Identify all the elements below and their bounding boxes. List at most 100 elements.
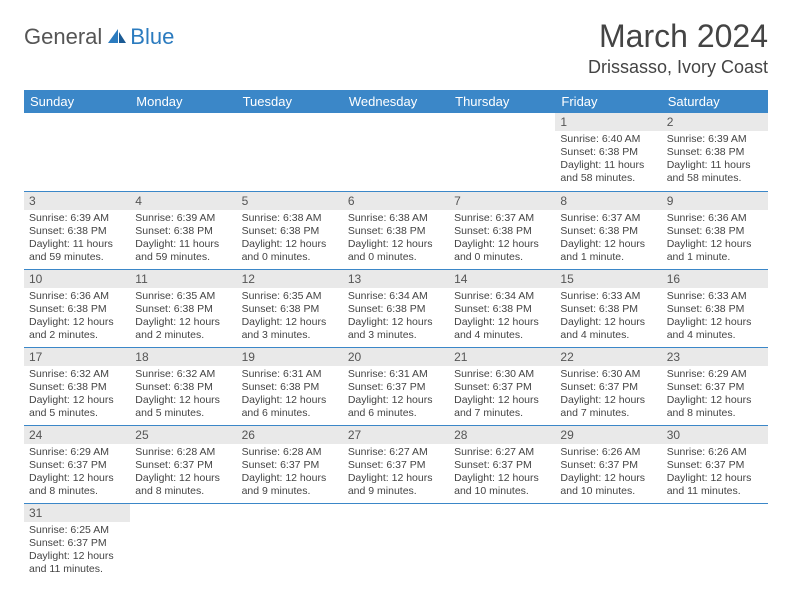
day-number: 2 bbox=[662, 113, 768, 131]
day-details: Sunrise: 6:25 AMSunset: 6:37 PMDaylight:… bbox=[24, 522, 130, 580]
sunset-line: Sunset: 6:38 PM bbox=[348, 225, 444, 238]
calendar-cell bbox=[343, 113, 449, 191]
day-details: Sunrise: 6:32 AMSunset: 6:38 PMDaylight:… bbox=[130, 366, 236, 424]
day-details: Sunrise: 6:30 AMSunset: 6:37 PMDaylight:… bbox=[555, 366, 661, 424]
sunset-line: Sunset: 6:38 PM bbox=[29, 381, 125, 394]
calendar-cell: 13Sunrise: 6:34 AMSunset: 6:38 PMDayligh… bbox=[343, 269, 449, 347]
calendar-cell bbox=[343, 503, 449, 581]
calendar-row: 1Sunrise: 6:40 AMSunset: 6:38 PMDaylight… bbox=[24, 113, 768, 191]
day-details: Sunrise: 6:39 AMSunset: 6:38 PMDaylight:… bbox=[662, 131, 768, 189]
header: General Blue March 2024 Drissasso, Ivory… bbox=[24, 18, 768, 78]
sunset-line: Sunset: 6:38 PM bbox=[135, 381, 231, 394]
calendar-row: 31Sunrise: 6:25 AMSunset: 6:37 PMDayligh… bbox=[24, 503, 768, 581]
calendar-cell: 14Sunrise: 6:34 AMSunset: 6:38 PMDayligh… bbox=[449, 269, 555, 347]
day-details: Sunrise: 6:39 AMSunset: 6:38 PMDaylight:… bbox=[130, 210, 236, 268]
calendar-cell: 2Sunrise: 6:39 AMSunset: 6:38 PMDaylight… bbox=[662, 113, 768, 191]
daylight-line: Daylight: 12 hours and 1 minute. bbox=[560, 238, 656, 264]
sunset-line: Sunset: 6:38 PM bbox=[667, 303, 763, 316]
day-details: Sunrise: 6:35 AMSunset: 6:38 PMDaylight:… bbox=[130, 288, 236, 346]
day-details: Sunrise: 6:27 AMSunset: 6:37 PMDaylight:… bbox=[343, 444, 449, 502]
sunset-line: Sunset: 6:38 PM bbox=[667, 225, 763, 238]
calendar-cell: 7 Sunrise: 6:37 AMSunset: 6:38 PMDaylight… bbox=[449, 191, 555, 269]
sunrise-line: Sunrise: 6:30 AM bbox=[454, 368, 550, 381]
day-number: 1 bbox=[555, 113, 661, 131]
day-number: 24 bbox=[24, 426, 130, 444]
sunset-line: Sunset: 6:38 PM bbox=[560, 225, 656, 238]
sunrise-line: Sunrise: 6:27 AM bbox=[454, 446, 550, 459]
calendar-cell bbox=[130, 113, 236, 191]
day-number: 8 bbox=[555, 192, 661, 210]
daylight-line: Daylight: 12 hours and 0 minutes. bbox=[454, 238, 550, 264]
calendar-table: Sunday Monday Tuesday Wednesday Thursday… bbox=[24, 90, 768, 581]
sunset-line: Sunset: 6:37 PM bbox=[29, 459, 125, 472]
weekday-header: Wednesday bbox=[343, 90, 449, 113]
day-number: 14 bbox=[449, 270, 555, 288]
sunrise-line: Sunrise: 6:39 AM bbox=[135, 212, 231, 225]
daylight-line: Daylight: 12 hours and 2 minutes. bbox=[135, 316, 231, 342]
weekday-header: Saturday bbox=[662, 90, 768, 113]
calendar-row: 24Sunrise: 6:29 AMSunset: 6:37 PMDayligh… bbox=[24, 425, 768, 503]
day-details: Sunrise: 6:31 AMSunset: 6:37 PMDaylight:… bbox=[343, 366, 449, 424]
calendar-cell: 26Sunrise: 6:28 AMSunset: 6:37 PMDayligh… bbox=[237, 425, 343, 503]
sunrise-line: Sunrise: 6:32 AM bbox=[135, 368, 231, 381]
calendar-row: 10Sunrise: 6:36 AMSunset: 6:38 PMDayligh… bbox=[24, 269, 768, 347]
calendar-cell: 5Sunrise: 6:38 AMSunset: 6:38 PMDaylight… bbox=[237, 191, 343, 269]
calendar-row: 17Sunrise: 6:32 AMSunset: 6:38 PMDayligh… bbox=[24, 347, 768, 425]
sunset-line: Sunset: 6:37 PM bbox=[667, 381, 763, 394]
sunset-line: Sunset: 6:38 PM bbox=[135, 303, 231, 316]
daylight-line: Daylight: 12 hours and 10 minutes. bbox=[560, 472, 656, 498]
day-number: 12 bbox=[237, 270, 343, 288]
day-number: 6 bbox=[343, 192, 449, 210]
month-title: March 2024 bbox=[588, 18, 768, 55]
sunrise-line: Sunrise: 6:26 AM bbox=[560, 446, 656, 459]
day-number: 19 bbox=[237, 348, 343, 366]
daylight-line: Daylight: 12 hours and 8 minutes. bbox=[667, 394, 763, 420]
day-number: 31 bbox=[24, 504, 130, 522]
sunset-line: Sunset: 6:38 PM bbox=[348, 303, 444, 316]
daylight-line: Daylight: 11 hours and 59 minutes. bbox=[135, 238, 231, 264]
day-details: Sunrise: 6:32 AMSunset: 6:38 PMDaylight:… bbox=[24, 366, 130, 424]
sunset-line: Sunset: 6:38 PM bbox=[242, 381, 338, 394]
sunrise-line: Sunrise: 6:33 AM bbox=[667, 290, 763, 303]
sunrise-line: Sunrise: 6:37 AM bbox=[454, 212, 550, 225]
calendar-cell: 15Sunrise: 6:33 AMSunset: 6:38 PMDayligh… bbox=[555, 269, 661, 347]
daylight-line: Daylight: 12 hours and 2 minutes. bbox=[29, 316, 125, 342]
day-details: Sunrise: 6:26 AMSunset: 6:37 PMDaylight:… bbox=[662, 444, 768, 502]
day-number: 15 bbox=[555, 270, 661, 288]
day-number: 9 bbox=[662, 192, 768, 210]
day-details: Sunrise: 6:39 AMSunset: 6:38 PMDaylight:… bbox=[24, 210, 130, 268]
weekday-header: Monday bbox=[130, 90, 236, 113]
weekday-header: Tuesday bbox=[237, 90, 343, 113]
sunset-line: Sunset: 6:37 PM bbox=[454, 459, 550, 472]
daylight-line: Daylight: 11 hours and 58 minutes. bbox=[667, 159, 763, 185]
day-details: Sunrise: 6:31 AMSunset: 6:38 PMDaylight:… bbox=[237, 366, 343, 424]
calendar-cell: 25Sunrise: 6:28 AMSunset: 6:37 PMDayligh… bbox=[130, 425, 236, 503]
sunrise-line: Sunrise: 6:31 AM bbox=[242, 368, 338, 381]
calendar-row: 3Sunrise: 6:39 AMSunset: 6:38 PMDaylight… bbox=[24, 191, 768, 269]
day-details: Sunrise: 6:30 AMSunset: 6:37 PMDaylight:… bbox=[449, 366, 555, 424]
sunset-line: Sunset: 6:38 PM bbox=[454, 225, 550, 238]
day-number: 27 bbox=[343, 426, 449, 444]
day-number: 7 bbox=[449, 192, 555, 210]
logo-blue-text: Blue bbox=[130, 24, 174, 50]
calendar-cell: 24Sunrise: 6:29 AMSunset: 6:37 PMDayligh… bbox=[24, 425, 130, 503]
sunrise-line: Sunrise: 6:34 AM bbox=[348, 290, 444, 303]
title-block: March 2024 Drissasso, Ivory Coast bbox=[588, 18, 768, 78]
sunset-line: Sunset: 6:37 PM bbox=[667, 459, 763, 472]
daylight-line: Daylight: 12 hours and 0 minutes. bbox=[348, 238, 444, 264]
daylight-line: Daylight: 12 hours and 11 minutes. bbox=[29, 550, 125, 576]
day-details: Sunrise: 6:34 AMSunset: 6:38 PMDaylight:… bbox=[449, 288, 555, 346]
calendar-cell: 3Sunrise: 6:39 AMSunset: 6:38 PMDaylight… bbox=[24, 191, 130, 269]
day-number: 18 bbox=[130, 348, 236, 366]
day-details: Sunrise: 6:29 AMSunset: 6:37 PMDaylight:… bbox=[24, 444, 130, 502]
day-number: 11 bbox=[130, 270, 236, 288]
weekday-header: Sunday bbox=[24, 90, 130, 113]
sunrise-line: Sunrise: 6:29 AM bbox=[29, 446, 125, 459]
daylight-line: Daylight: 12 hours and 4 minutes. bbox=[560, 316, 656, 342]
day-number: 23 bbox=[662, 348, 768, 366]
calendar-cell bbox=[449, 503, 555, 581]
sunrise-line: Sunrise: 6:31 AM bbox=[348, 368, 444, 381]
sunrise-line: Sunrise: 6:28 AM bbox=[242, 446, 338, 459]
daylight-line: Daylight: 11 hours and 58 minutes. bbox=[560, 159, 656, 185]
sunset-line: Sunset: 6:37 PM bbox=[454, 381, 550, 394]
